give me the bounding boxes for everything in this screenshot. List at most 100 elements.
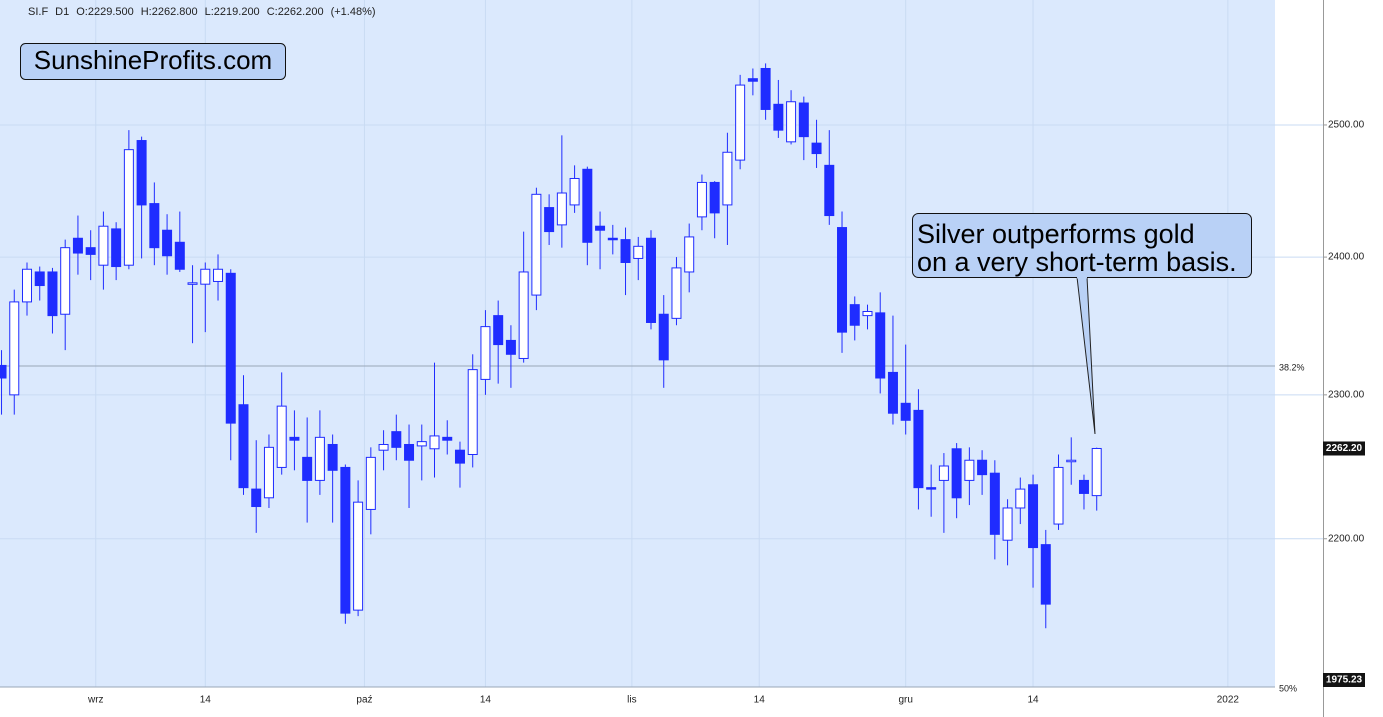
candle-body-up xyxy=(123,149,134,266)
info-item: H:2262.800 xyxy=(141,6,198,18)
candle-body-down xyxy=(149,203,160,249)
candle-body-up xyxy=(263,446,274,499)
candle-body-up xyxy=(1015,488,1026,509)
x-tick-label: 14 xyxy=(200,695,212,706)
candle-body-down xyxy=(238,404,249,489)
candle-body-down xyxy=(926,487,937,490)
candle-body-down xyxy=(225,272,236,424)
candle-body-down xyxy=(620,239,631,263)
candle-body-up xyxy=(378,443,389,451)
candle-body-up xyxy=(556,192,567,226)
candle-body-up xyxy=(187,282,198,285)
annotation-line: on a very short-term basis. xyxy=(917,247,1237,277)
x-tick-label: gru xyxy=(898,695,912,706)
candle-body-up xyxy=(862,310,873,317)
candle-body-down xyxy=(454,449,465,464)
candle-body-up xyxy=(1053,466,1064,525)
candle-body-down xyxy=(505,339,516,355)
candle-body-down xyxy=(289,436,300,441)
candle-body-up xyxy=(1091,447,1102,497)
x-tick-label: 14 xyxy=(1027,695,1039,706)
candle-body-up xyxy=(964,459,975,481)
candle-body-down xyxy=(72,237,83,254)
candle-body-up xyxy=(696,181,707,218)
candle-body-up xyxy=(786,101,797,143)
info-item: C:2262.200 xyxy=(267,6,324,18)
candle-body-up xyxy=(276,405,287,468)
candle-body-down xyxy=(404,443,415,461)
info-item: D1 xyxy=(55,6,69,18)
candle-body-down xyxy=(1040,544,1051,605)
x-tick-label: 14 xyxy=(754,695,766,706)
info-item: L:2219.200 xyxy=(205,6,260,18)
candle-body-down xyxy=(34,271,45,287)
candle-body-down xyxy=(989,472,1000,535)
candle-body-down xyxy=(162,229,173,257)
x-tick-label: 14 xyxy=(480,695,492,706)
candle-body-up xyxy=(21,268,32,303)
candle-body-down xyxy=(595,225,606,231)
y-tick-label: 2500.00 xyxy=(1328,120,1365,131)
candle-body-up xyxy=(429,435,440,450)
candle-body-down xyxy=(582,168,593,243)
candle-body-down xyxy=(442,436,453,441)
candle-body-up xyxy=(518,271,529,359)
candle-body-down xyxy=(887,371,898,414)
y-tick-label: 2400.00 xyxy=(1328,252,1365,263)
candle-body-down xyxy=(47,271,58,317)
annotation-line: Silver outperforms gold xyxy=(917,219,1195,249)
candle-body-down xyxy=(1078,479,1089,494)
candle-body-down xyxy=(111,228,122,268)
candle-body-up xyxy=(938,465,949,481)
candle-body-down xyxy=(900,402,911,421)
candle-body-down xyxy=(0,364,7,379)
candle-body-up xyxy=(60,247,71,315)
candle-body-down xyxy=(951,448,962,499)
candle-body-down xyxy=(174,241,185,270)
candle-body-up xyxy=(416,441,427,447)
candle-body-down xyxy=(747,78,758,82)
candle-body-down xyxy=(493,315,504,346)
x-tick-label: lis xyxy=(627,695,636,706)
callout-pointer xyxy=(1076,276,1096,435)
candle-body-down xyxy=(658,313,669,361)
candle-body-up xyxy=(684,236,695,273)
candle-body-down xyxy=(837,227,848,333)
candle-body-down xyxy=(85,247,96,255)
candle-body-down xyxy=(760,67,771,110)
candle-body-down xyxy=(340,466,351,614)
y-tick-label: 2300.00 xyxy=(1328,389,1365,400)
candle-body-down xyxy=(302,456,313,481)
watermark-box xyxy=(20,43,286,80)
candle-body-down xyxy=(913,409,924,489)
candle-body-up xyxy=(200,268,211,285)
candle-body-down xyxy=(1028,484,1039,549)
plot-background xyxy=(0,0,1275,687)
candle-body-up xyxy=(353,501,364,611)
y-tick-label: 2200.00 xyxy=(1328,533,1365,544)
candle-body-down xyxy=(136,140,147,206)
candle-body-up xyxy=(1066,459,1077,463)
candle-body-up xyxy=(213,268,224,282)
candle-body-up xyxy=(365,456,376,510)
candle-body-down xyxy=(391,431,402,448)
level-label: 50% xyxy=(1279,683,1297,693)
candle-body-down xyxy=(875,312,886,379)
candle-body-down xyxy=(811,142,822,155)
x-tick-label: wrz xyxy=(87,695,104,706)
candle-body-up xyxy=(531,193,542,296)
candle-body-up xyxy=(671,267,682,319)
price-label: 1975.23 xyxy=(1326,675,1363,686)
candle-body-up xyxy=(98,225,109,266)
price-label-box xyxy=(1323,441,1365,456)
info-item: SI.F xyxy=(28,6,48,18)
candle-body-down xyxy=(544,207,555,233)
info-item: O:2229.500 xyxy=(76,6,134,18)
candle-body-down xyxy=(849,304,860,326)
x-tick-label: paź xyxy=(356,695,372,706)
candle-body-down xyxy=(977,459,988,476)
candle-body-down xyxy=(251,488,262,508)
candle-body-up xyxy=(569,177,580,206)
x-tick-label: 2022 xyxy=(1217,695,1240,706)
